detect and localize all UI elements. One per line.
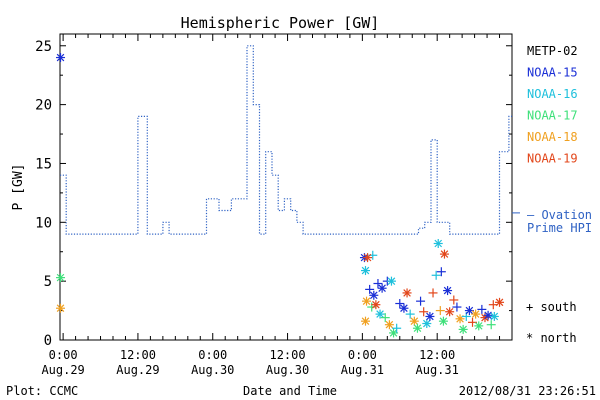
north-marker: [439, 249, 449, 259]
x-tick-time-label: 0:00: [348, 348, 377, 362]
south-marker: [367, 302, 377, 312]
north-marker: [56, 273, 66, 283]
x-tick-time-label: 0:00: [49, 348, 78, 362]
south-marker: [468, 317, 478, 327]
x-tick-time-label: 0:00: [198, 348, 227, 362]
south-marker: [392, 323, 402, 333]
north-marker: [412, 323, 422, 333]
plot-frame: [59, 33, 513, 341]
x-tick-date-label: Aug.29: [116, 363, 159, 377]
south-marker: [416, 296, 426, 306]
y-axis-label: P [GW]: [11, 164, 26, 211]
north-marker: [375, 309, 385, 319]
ovation-label-line1: — Ovation: [527, 208, 592, 222]
x-tick-date-label: Aug.31: [341, 363, 384, 377]
south-marker: [452, 302, 462, 312]
north-marker: [422, 319, 432, 329]
north-marker: [360, 266, 370, 276]
north-marker: [362, 296, 372, 306]
north-marker: [377, 283, 387, 293]
north-marker: [399, 303, 409, 313]
north-marker: [458, 324, 468, 334]
north-marker: [384, 320, 394, 330]
south-marker: [365, 284, 375, 294]
marker-key-north: * north: [526, 331, 577, 345]
legend-entry: METP-02: [527, 44, 578, 58]
south-marker: [373, 279, 383, 289]
y-tick-label: 5: [44, 274, 52, 290]
north-marker: [360, 316, 370, 326]
north-marker: [386, 276, 396, 286]
footer-timestamp: 2012/08/31 23:26:51: [459, 384, 596, 398]
x-tick-time-label: 12:00: [269, 348, 305, 362]
x-tick-date-label: Aug.30: [266, 363, 309, 377]
x-axis-ticks: 0:00Aug.2912:00Aug.290:00Aug.3012:00Aug.…: [41, 34, 501, 377]
x-tick-time-label: 12:00: [120, 348, 156, 362]
x-tick-date-label: Aug.31: [416, 363, 459, 377]
legend-entry: NOAA-17: [527, 109, 578, 123]
north-marker: [445, 307, 455, 317]
legend-entry: NOAA-16: [527, 87, 578, 101]
footer-plot-credit: Plot: CCMC: [6, 384, 78, 398]
y-axis-ticks: 0 5 10 15 20 25: [35, 39, 512, 349]
ovation-line: [60, 45, 512, 235]
south-marker: [477, 304, 487, 314]
north-marker: [371, 300, 381, 310]
y-tick-label: 15: [35, 156, 52, 172]
chart-title: Hemispheric Power [GW]: [181, 14, 380, 32]
north-marker: [56, 53, 66, 63]
legend-entry: NOAA-18: [527, 130, 578, 144]
y-tick-label: 10: [35, 215, 52, 231]
x-tick-time-label: 12:00: [419, 348, 455, 362]
north-marker: [402, 288, 412, 298]
y-tick-label: 25: [35, 39, 52, 55]
south-marker: [380, 313, 390, 323]
north-marker: [495, 297, 505, 307]
north-marker: [483, 310, 493, 320]
north-marker: [389, 328, 399, 338]
north-marker: [433, 238, 443, 248]
ovation-label-line2: Prime HPI: [527, 221, 592, 235]
north-marker: [464, 306, 474, 316]
south-marker: [449, 295, 459, 305]
south-marker: [405, 309, 415, 319]
north-marker: [425, 311, 435, 321]
north-marker: [455, 314, 465, 324]
ovation-series: [60, 45, 512, 235]
south-marker: [428, 288, 438, 298]
north-marker: [474, 321, 484, 331]
satellite-markers: [56, 53, 505, 338]
south-marker: [419, 307, 429, 317]
north-marker: [471, 309, 481, 319]
x-axis-label: Date and Time: [243, 384, 337, 398]
south-marker: [435, 306, 445, 316]
y-tick-label: 20: [35, 98, 52, 114]
south-marker: [395, 299, 405, 309]
x-tick-date-label: Aug.30: [191, 363, 234, 377]
south-marker: [436, 267, 446, 277]
north-marker: [369, 290, 379, 300]
legend: METP-02 NOAA-15 NOAA-16 NOAA-17 NOAA-18 NOAA-…: [512, 44, 578, 214]
north-marker: [489, 311, 499, 321]
marker-key-south: + south: [526, 300, 577, 314]
north-marker: [438, 316, 448, 326]
x-tick-date-label: Aug.29: [41, 363, 84, 377]
legend-entry: NOAA-15: [527, 66, 578, 80]
north-marker: [443, 286, 453, 296]
south-marker: [488, 300, 498, 310]
south-marker: [486, 320, 496, 330]
legend-entry: NOAA-19: [527, 152, 578, 166]
y-tick-label: 0: [44, 333, 52, 349]
south-marker: [431, 270, 441, 280]
north-marker: [363, 253, 373, 263]
north-marker: [56, 303, 66, 313]
north-marker: [409, 316, 419, 326]
